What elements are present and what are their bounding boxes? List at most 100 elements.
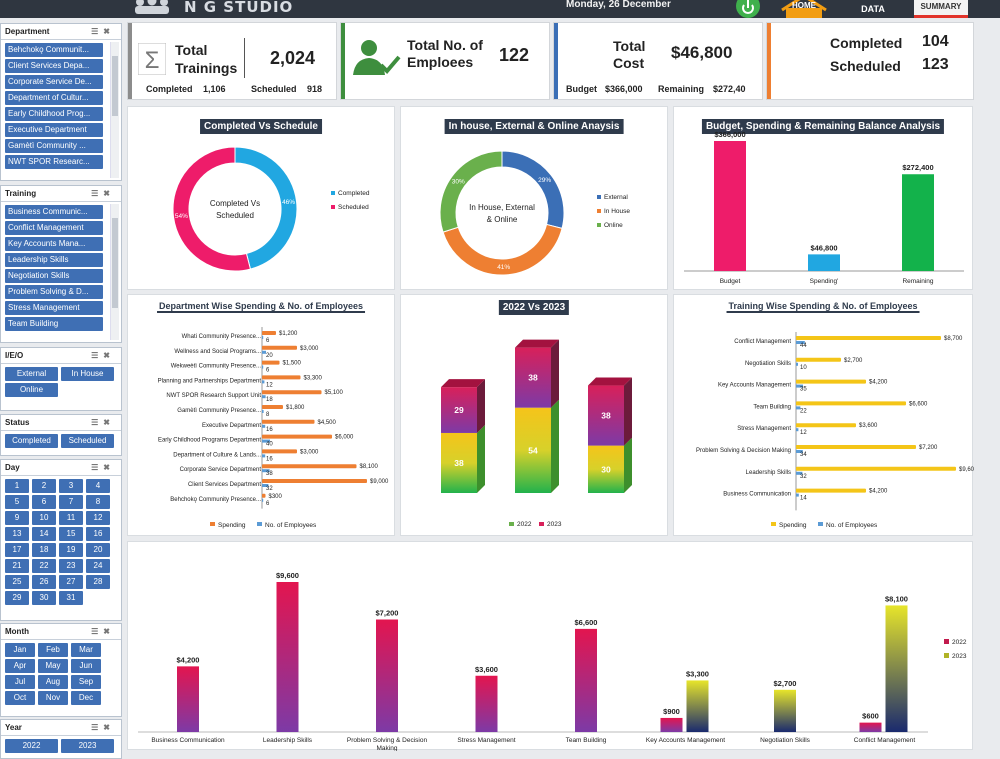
training-slicer-item[interactable]: Problem Solving & D... — [5, 285, 103, 299]
category-label: Executive Department — [202, 423, 261, 429]
department-slicer-item[interactable]: Behchokǫ Communit... — [5, 43, 103, 57]
day-slicer-item[interactable]: 2 — [32, 479, 56, 493]
summary-button[interactable]: SUMMARY — [914, 0, 968, 18]
spending-label: $4,200 — [869, 380, 888, 386]
chart-title: 2022 Vs 2023 — [498, 300, 570, 315]
training-slicer-item[interactable]: Key Accounts Mana... — [5, 237, 103, 251]
day-slicer-item[interactable]: 26 — [32, 575, 56, 589]
day-slicer-item[interactable]: 13 — [5, 527, 29, 541]
month-slicer: Month ☰✖ Jan Feb Mar Apr May Jun Jul Aug Sep Oct No… — [0, 623, 122, 717]
team-logo-icon — [135, 0, 169, 14]
slice-label: 54% — [175, 213, 188, 220]
day-slicer-item[interactable]: 21 — [5, 559, 29, 573]
training-slicer-item[interactable]: Leadership Skills — [5, 253, 103, 267]
kpi-value: 2,024 — [270, 48, 316, 68]
month-slicer-item[interactable]: Mar — [71, 643, 101, 657]
scrollbar[interactable] — [110, 204, 119, 340]
day-slicer-item[interactable]: 31 — [59, 591, 83, 605]
training-slicer-item[interactable]: Conflict Management — [5, 221, 103, 235]
month-slicer-item[interactable]: Jan — [5, 643, 35, 657]
month-slicer-item[interactable]: Sep — [71, 675, 101, 689]
home-button[interactable]: HOME — [778, 0, 830, 18]
day-slicer-item[interactable]: 25 — [5, 575, 29, 589]
day-slicer-item[interactable]: 4 — [86, 479, 110, 493]
employee-bar — [262, 424, 266, 428]
current-date: Monday, 26 December — [566, 0, 671, 10]
day-slicer-item[interactable]: 29 — [5, 591, 29, 605]
multi-select-icon[interactable]: ☰✖ — [91, 418, 115, 427]
day-slicer-item[interactable]: 1 — [5, 479, 29, 493]
month-slicer-item[interactable]: Aug — [38, 675, 68, 689]
month-slicer-item[interactable]: Nov — [38, 691, 68, 705]
month-slicer-item[interactable]: Oct — [5, 691, 35, 705]
day-slicer-item[interactable]: 20 — [86, 543, 110, 557]
department-slicer-item[interactable]: Department of Cultur... — [5, 91, 103, 105]
day-slicer-item[interactable]: 9 — [5, 511, 29, 525]
department-slicer-item[interactable]: Early Childhood Prog... — [5, 107, 103, 121]
day-slicer-item[interactable]: 19 — [59, 543, 83, 557]
training-slicer-item[interactable]: Team Building — [5, 317, 103, 331]
day-slicer-item[interactable]: 23 — [59, 559, 83, 573]
month-slicer-item[interactable]: Jun — [71, 659, 101, 673]
donut-slice — [234, 146, 298, 270]
employee-bar — [262, 380, 265, 384]
day-slicer-item[interactable]: 16 — [86, 527, 110, 541]
status-slicer-item[interactable]: Completed — [5, 434, 58, 448]
day-slicer-item[interactable]: 11 — [59, 511, 83, 525]
multi-select-icon[interactable]: ☰✖ — [91, 351, 115, 360]
ieo-slicer-item[interactable]: In House — [61, 367, 114, 381]
day-slicer-item[interactable]: 5 — [5, 495, 29, 509]
multi-select-icon[interactable]: ☰✖ — [91, 723, 115, 732]
training-slicer-item[interactable]: Business Communic... — [5, 205, 103, 219]
department-slicer-item[interactable]: Client Services Depa... — [5, 59, 103, 73]
multi-select-icon[interactable]: ☰✖ — [91, 189, 115, 198]
employee-label: 16 — [266, 456, 273, 462]
multi-select-icon[interactable]: ☰✖ — [91, 463, 115, 472]
day-slicer-item[interactable]: 10 — [32, 511, 56, 525]
day-slicer-item[interactable]: 24 — [86, 559, 110, 573]
month-slicer-item[interactable]: Apr — [5, 659, 35, 673]
day-slicer-item[interactable]: 15 — [59, 527, 83, 541]
department-slicer-item[interactable]: Executive Department — [5, 123, 103, 137]
department-slicer-item[interactable]: Corporate Service De... — [5, 75, 103, 89]
month-slicer-item[interactable]: Jul — [5, 675, 35, 689]
legend-label: 2022 — [952, 639, 967, 646]
day-slicer-item[interactable]: 8 — [86, 495, 110, 509]
stack-segment — [515, 407, 551, 493]
day-slicer-item[interactable]: 14 — [32, 527, 56, 541]
employee-bar — [262, 410, 264, 413]
month-slicer-item[interactable]: May — [38, 659, 68, 673]
year-slicer-item[interactable]: 2023 — [61, 739, 114, 753]
day-slicer-item[interactable]: 22 — [32, 559, 56, 573]
bar — [475, 675, 498, 732]
day-slicer-item[interactable]: 18 — [32, 543, 56, 557]
day-slicer-item[interactable]: 3 — [59, 479, 83, 493]
ieo-slicer-item[interactable]: Online — [5, 383, 58, 397]
day-slicer-item[interactable]: 6 — [32, 495, 56, 509]
data-button[interactable]: DATA — [848, 0, 898, 18]
day-slicer-item[interactable]: 17 — [5, 543, 29, 557]
kpi-label-2: Emploees — [407, 54, 474, 70]
power-button[interactable] — [728, 0, 768, 18]
month-slicer-item[interactable]: Dec — [71, 691, 101, 705]
department-slicer-item[interactable]: NWT SPOR Researc... — [5, 155, 103, 169]
employee-label: 35 — [800, 387, 807, 393]
ieo-slicer-item[interactable]: External — [5, 367, 58, 381]
bar-label: $9,600 — [276, 571, 299, 580]
year-slicer-item[interactable]: 2022 — [5, 739, 58, 753]
multi-select-icon[interactable]: ☰✖ — [91, 627, 115, 636]
day-slicer-item[interactable]: 12 — [86, 511, 110, 525]
training-slicer-item[interactable]: Stress Management — [5, 301, 103, 315]
day-slicer-item[interactable]: 28 — [86, 575, 110, 589]
scrollbar[interactable] — [110, 42, 119, 178]
segment-label: 54 — [528, 445, 538, 455]
day-slicer-item[interactable]: 30 — [32, 591, 56, 605]
day-slicer-item[interactable]: 27 — [59, 575, 83, 589]
training-slicer-item[interactable]: Negotiation Skills — [5, 269, 103, 283]
bar — [177, 666, 199, 732]
status-slicer-item[interactable]: Scheduled — [61, 434, 114, 448]
day-slicer-item[interactable]: 7 — [59, 495, 83, 509]
department-slicer-item[interactable]: Gamètì Community ... — [5, 139, 103, 153]
multi-select-icon[interactable]: ☰✖ — [91, 27, 115, 36]
month-slicer-item[interactable]: Feb — [38, 643, 68, 657]
